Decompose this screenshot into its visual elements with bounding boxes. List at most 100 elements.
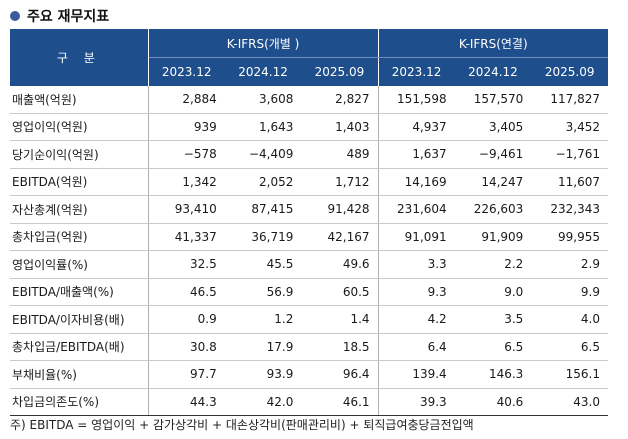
bullet-circle-icon bbox=[10, 11, 20, 21]
row-label: 영업이익(억원) bbox=[10, 113, 149, 141]
table-row: 당기순이익(억원) −578 −4,409 489 1,637 −9,461 −1,761 bbox=[10, 140, 608, 169]
table-row: 총차입금/EBITDA(배) 30.8 17.9 18.5 6.4 6.5 6.5 bbox=[10, 333, 608, 361]
table-cell: 3.5 bbox=[454, 305, 532, 334]
table-row: EBITDA(억원) 1,342 2,052 1,712 14,169 14,247 11,… bbox=[10, 168, 608, 196]
table-row: 매출액(억원) 2,884 3,608 2,827 151,598 157,570 117,… bbox=[10, 86, 608, 114]
table-cell: 41,337 bbox=[148, 223, 225, 251]
header-period: 2023.12 bbox=[378, 57, 455, 86]
row-label: 매출액(억원) bbox=[10, 86, 149, 114]
table-body: 매출액(억원) 2,884 3,608 2,827 151,598 157,570 117,… bbox=[10, 86, 608, 416]
table-cell: 1,403 bbox=[301, 113, 379, 141]
table-cell: 489 bbox=[301, 140, 379, 169]
footnote: 주) EBITDA = 영업이익 + 감가상각비 + 대손상각비(판매관리비) … bbox=[10, 418, 474, 432]
table-cell: 40.6 bbox=[454, 388, 532, 416]
table-cell: 9.3 bbox=[378, 278, 455, 306]
header-group-separate: K-IFRS(개별 ) bbox=[148, 29, 379, 58]
table-cell: 49.6 bbox=[301, 250, 379, 279]
table-cell: 2,827 bbox=[301, 86, 379, 114]
table-cell: 46.1 bbox=[301, 388, 379, 416]
row-label: 차입금의존도(%) bbox=[10, 388, 149, 416]
table-cell: 36,719 bbox=[224, 223, 302, 251]
table-cell: 6.4 bbox=[378, 333, 455, 361]
table-cell: 146.3 bbox=[454, 360, 532, 389]
table-cell: 1.2 bbox=[224, 305, 302, 334]
table-cell: 2.2 bbox=[454, 250, 532, 279]
row-label: 총차입금/EBITDA(배) bbox=[10, 333, 149, 361]
table-cell: 6.5 bbox=[531, 333, 608, 361]
table-row: EBITDA/이자비용(배) 0.9 1.2 1.4 4.2 3.5 4.0 bbox=[10, 305, 608, 334]
table-cell: 6.5 bbox=[454, 333, 532, 361]
table-cell: 9.9 bbox=[531, 278, 608, 306]
table-cell: 60.5 bbox=[301, 278, 379, 306]
table-cell: 232,343 bbox=[531, 195, 608, 224]
table-cell: 44.3 bbox=[148, 388, 225, 416]
header-period: 2023.12 bbox=[148, 57, 225, 86]
table-cell: 0.9 bbox=[148, 305, 225, 334]
table-cell: 2,884 bbox=[148, 86, 225, 114]
table-cell: 97.7 bbox=[148, 360, 225, 389]
table-row: 차입금의존도(%) 44.3 42.0 46.1 39.3 40.6 43.0 bbox=[10, 388, 608, 416]
page-title: 주요 재무지표 bbox=[27, 9, 110, 25]
row-label: 자산총계(억원) bbox=[10, 195, 149, 224]
financial-indicators-table: 구 분 K-IFRS(개별 ) K-IFRS(연결) 2023.12 2024.… bbox=[10, 29, 608, 416]
section-title: 주요 재무지표 bbox=[10, 6, 109, 26]
table-cell: 3.3 bbox=[378, 250, 455, 279]
row-label: 영업이익률(%) bbox=[10, 250, 149, 279]
table-cell: −9,461 bbox=[454, 140, 532, 169]
table-cell: 91,909 bbox=[454, 223, 532, 251]
table-cell: 2.9 bbox=[531, 250, 608, 279]
header-period: 2024.12 bbox=[224, 57, 302, 86]
table-cell: 11,607 bbox=[531, 168, 608, 196]
table-cell: 4.2 bbox=[378, 305, 455, 334]
table-cell: 43.0 bbox=[531, 388, 608, 416]
table-cell: −1,761 bbox=[531, 140, 608, 169]
header-period: 2025.09 bbox=[531, 57, 608, 86]
table-cell: 156.1 bbox=[531, 360, 608, 389]
table-cell: 91,091 bbox=[378, 223, 455, 251]
row-label: 총차입금(억원) bbox=[10, 223, 149, 251]
table-cell: 96.4 bbox=[301, 360, 379, 389]
row-label: EBITDA/매출액(%) bbox=[10, 278, 149, 306]
table-cell: −4,409 bbox=[224, 140, 302, 169]
table-cell: 1,342 bbox=[148, 168, 225, 196]
header-group-consolidated: K-IFRS(연결) bbox=[378, 29, 608, 58]
table-cell: 17.9 bbox=[224, 333, 302, 361]
table-cell: 45.5 bbox=[224, 250, 302, 279]
table-row: 부채비율(%) 97.7 93.9 96.4 139.4 146.3 156.1 bbox=[10, 360, 608, 389]
row-label: 당기순이익(억원) bbox=[10, 140, 149, 169]
table-cell: 226,603 bbox=[454, 195, 532, 224]
table-cell: 87,415 bbox=[224, 195, 302, 224]
table-cell: 9.0 bbox=[454, 278, 532, 306]
table-cell: 30.8 bbox=[148, 333, 225, 361]
table-cell: 1,643 bbox=[224, 113, 302, 141]
table-cell: 91,428 bbox=[301, 195, 379, 224]
table-row: EBITDA/매출액(%) 46.5 56.9 60.5 9.3 9.0 9.9 bbox=[10, 278, 608, 306]
table-row: 영업이익(억원) 939 1,643 1,403 4,937 3,405 3,452 bbox=[10, 113, 608, 141]
table-cell: 56.9 bbox=[224, 278, 302, 306]
table-cell: 2,052 bbox=[224, 168, 302, 196]
table-row: 영업이익률(%) 32.5 45.5 49.6 3.3 2.2 2.9 bbox=[10, 250, 608, 279]
table-cell: 151,598 bbox=[378, 86, 455, 114]
table-cell: 157,570 bbox=[454, 86, 532, 114]
table-cell: 4,937 bbox=[378, 113, 455, 141]
header-period: 2025.09 bbox=[301, 57, 379, 86]
table-cell: 939 bbox=[148, 113, 225, 141]
row-label: 부채비율(%) bbox=[10, 360, 149, 389]
table-row: 총차입금(억원) 41,337 36,719 42,167 91,091 91,909 99… bbox=[10, 223, 608, 251]
table-cell: 117,827 bbox=[531, 86, 608, 114]
table-cell: 99,955 bbox=[531, 223, 608, 251]
table-cell: 39.3 bbox=[378, 388, 455, 416]
table-cell: 3,405 bbox=[454, 113, 532, 141]
table-cell: 1.4 bbox=[301, 305, 379, 334]
table-cell: 46.5 bbox=[148, 278, 225, 306]
table-cell: 18.5 bbox=[301, 333, 379, 361]
table-cell: 32.5 bbox=[148, 250, 225, 279]
table-cell: 231,604 bbox=[378, 195, 455, 224]
table-cell: 3,452 bbox=[531, 113, 608, 141]
table-cell: 93.9 bbox=[224, 360, 302, 389]
table-row: 자산총계(억원) 93,410 87,415 91,428 231,604 226,603… bbox=[10, 195, 608, 224]
table-cell: 3,608 bbox=[224, 86, 302, 114]
table-cell: 1,712 bbox=[301, 168, 379, 196]
header-period: 2024.12 bbox=[454, 57, 532, 86]
table-cell: 14,247 bbox=[454, 168, 532, 196]
